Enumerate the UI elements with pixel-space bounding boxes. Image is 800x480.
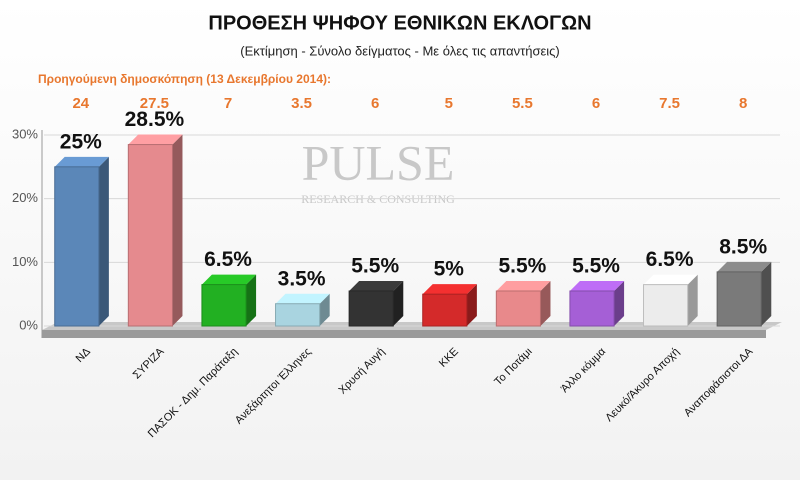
- bar-top: [201, 274, 257, 285]
- bar-side: [319, 293, 330, 326]
- y-tick-label: 0%: [19, 317, 38, 332]
- previous-poll-label: Προηγούμενη δημοσκόπηση (13 Δεκεμβρίου 2…: [38, 72, 331, 86]
- bar: [495, 290, 541, 327]
- bar-side: [614, 280, 625, 326]
- value-label: 8.5%: [719, 235, 767, 258]
- previous-poll-value: 6: [592, 95, 600, 112]
- watermark: PULSE: [302, 134, 455, 190]
- value-label: 28.5%: [125, 108, 185, 131]
- bar-top: [275, 293, 330, 304]
- bar: [54, 166, 100, 327]
- bar-top: [496, 280, 551, 291]
- bar-top: [54, 156, 109, 167]
- previous-poll-value: 5: [445, 95, 453, 112]
- previous-poll-value: 8: [739, 95, 747, 112]
- bar-top: [422, 284, 477, 295]
- previous-poll-value: 7.5: [659, 95, 680, 112]
- bar-side: [687, 274, 698, 326]
- bar-side: [172, 134, 183, 326]
- value-label: 5.5%: [351, 255, 399, 278]
- value-label: 25%: [60, 130, 102, 153]
- bar-top: [569, 280, 625, 291]
- bar: [275, 303, 321, 327]
- previous-poll-value: 7: [224, 95, 232, 112]
- floor-front: [42, 330, 766, 338]
- bar-side: [761, 261, 772, 326]
- value-label: 6.5%: [646, 248, 694, 271]
- bar-side: [466, 284, 477, 326]
- bar-side: [246, 274, 257, 326]
- value-label: 3.5%: [278, 267, 326, 290]
- y-tick-label: 10%: [12, 254, 38, 269]
- bar: [569, 290, 615, 327]
- bar-side: [540, 280, 551, 326]
- bar: [201, 284, 247, 327]
- bar-top: [128, 134, 183, 145]
- bar: [643, 284, 689, 327]
- bar-top: [643, 274, 698, 285]
- y-tick-label: 30%: [12, 126, 38, 141]
- value-label: 5.5%: [498, 255, 546, 278]
- bar: [127, 144, 173, 327]
- bar-top: [349, 280, 404, 291]
- bar-side: [393, 280, 404, 326]
- value-label: 5.5%: [572, 255, 620, 278]
- bar-top: [717, 261, 772, 272]
- bar-side: [98, 156, 109, 326]
- bar: [716, 271, 762, 327]
- previous-poll-value: 24: [72, 95, 89, 112]
- bar: [348, 290, 394, 327]
- previous-poll-value: 5.5: [512, 95, 533, 112]
- bar: [422, 293, 468, 327]
- chart-subtitle: (Εκτίμηση - Σύνολο δείγματος - Με όλες τ…: [240, 43, 560, 58]
- value-label: 6.5%: [204, 248, 252, 271]
- value-label: 5%: [434, 258, 465, 281]
- previous-poll-value: 27.5: [140, 95, 169, 112]
- chart-title: ΠΡΟΘΕΣΗ ΨΗΦΟΥ ΕΘΝΙΚΩΝ ΕΚΛΟΓΩΝ: [208, 12, 591, 34]
- previous-poll-value: 3.5: [291, 95, 312, 112]
- previous-poll-value: 6: [371, 95, 379, 112]
- y-tick-label: 20%: [12, 190, 38, 205]
